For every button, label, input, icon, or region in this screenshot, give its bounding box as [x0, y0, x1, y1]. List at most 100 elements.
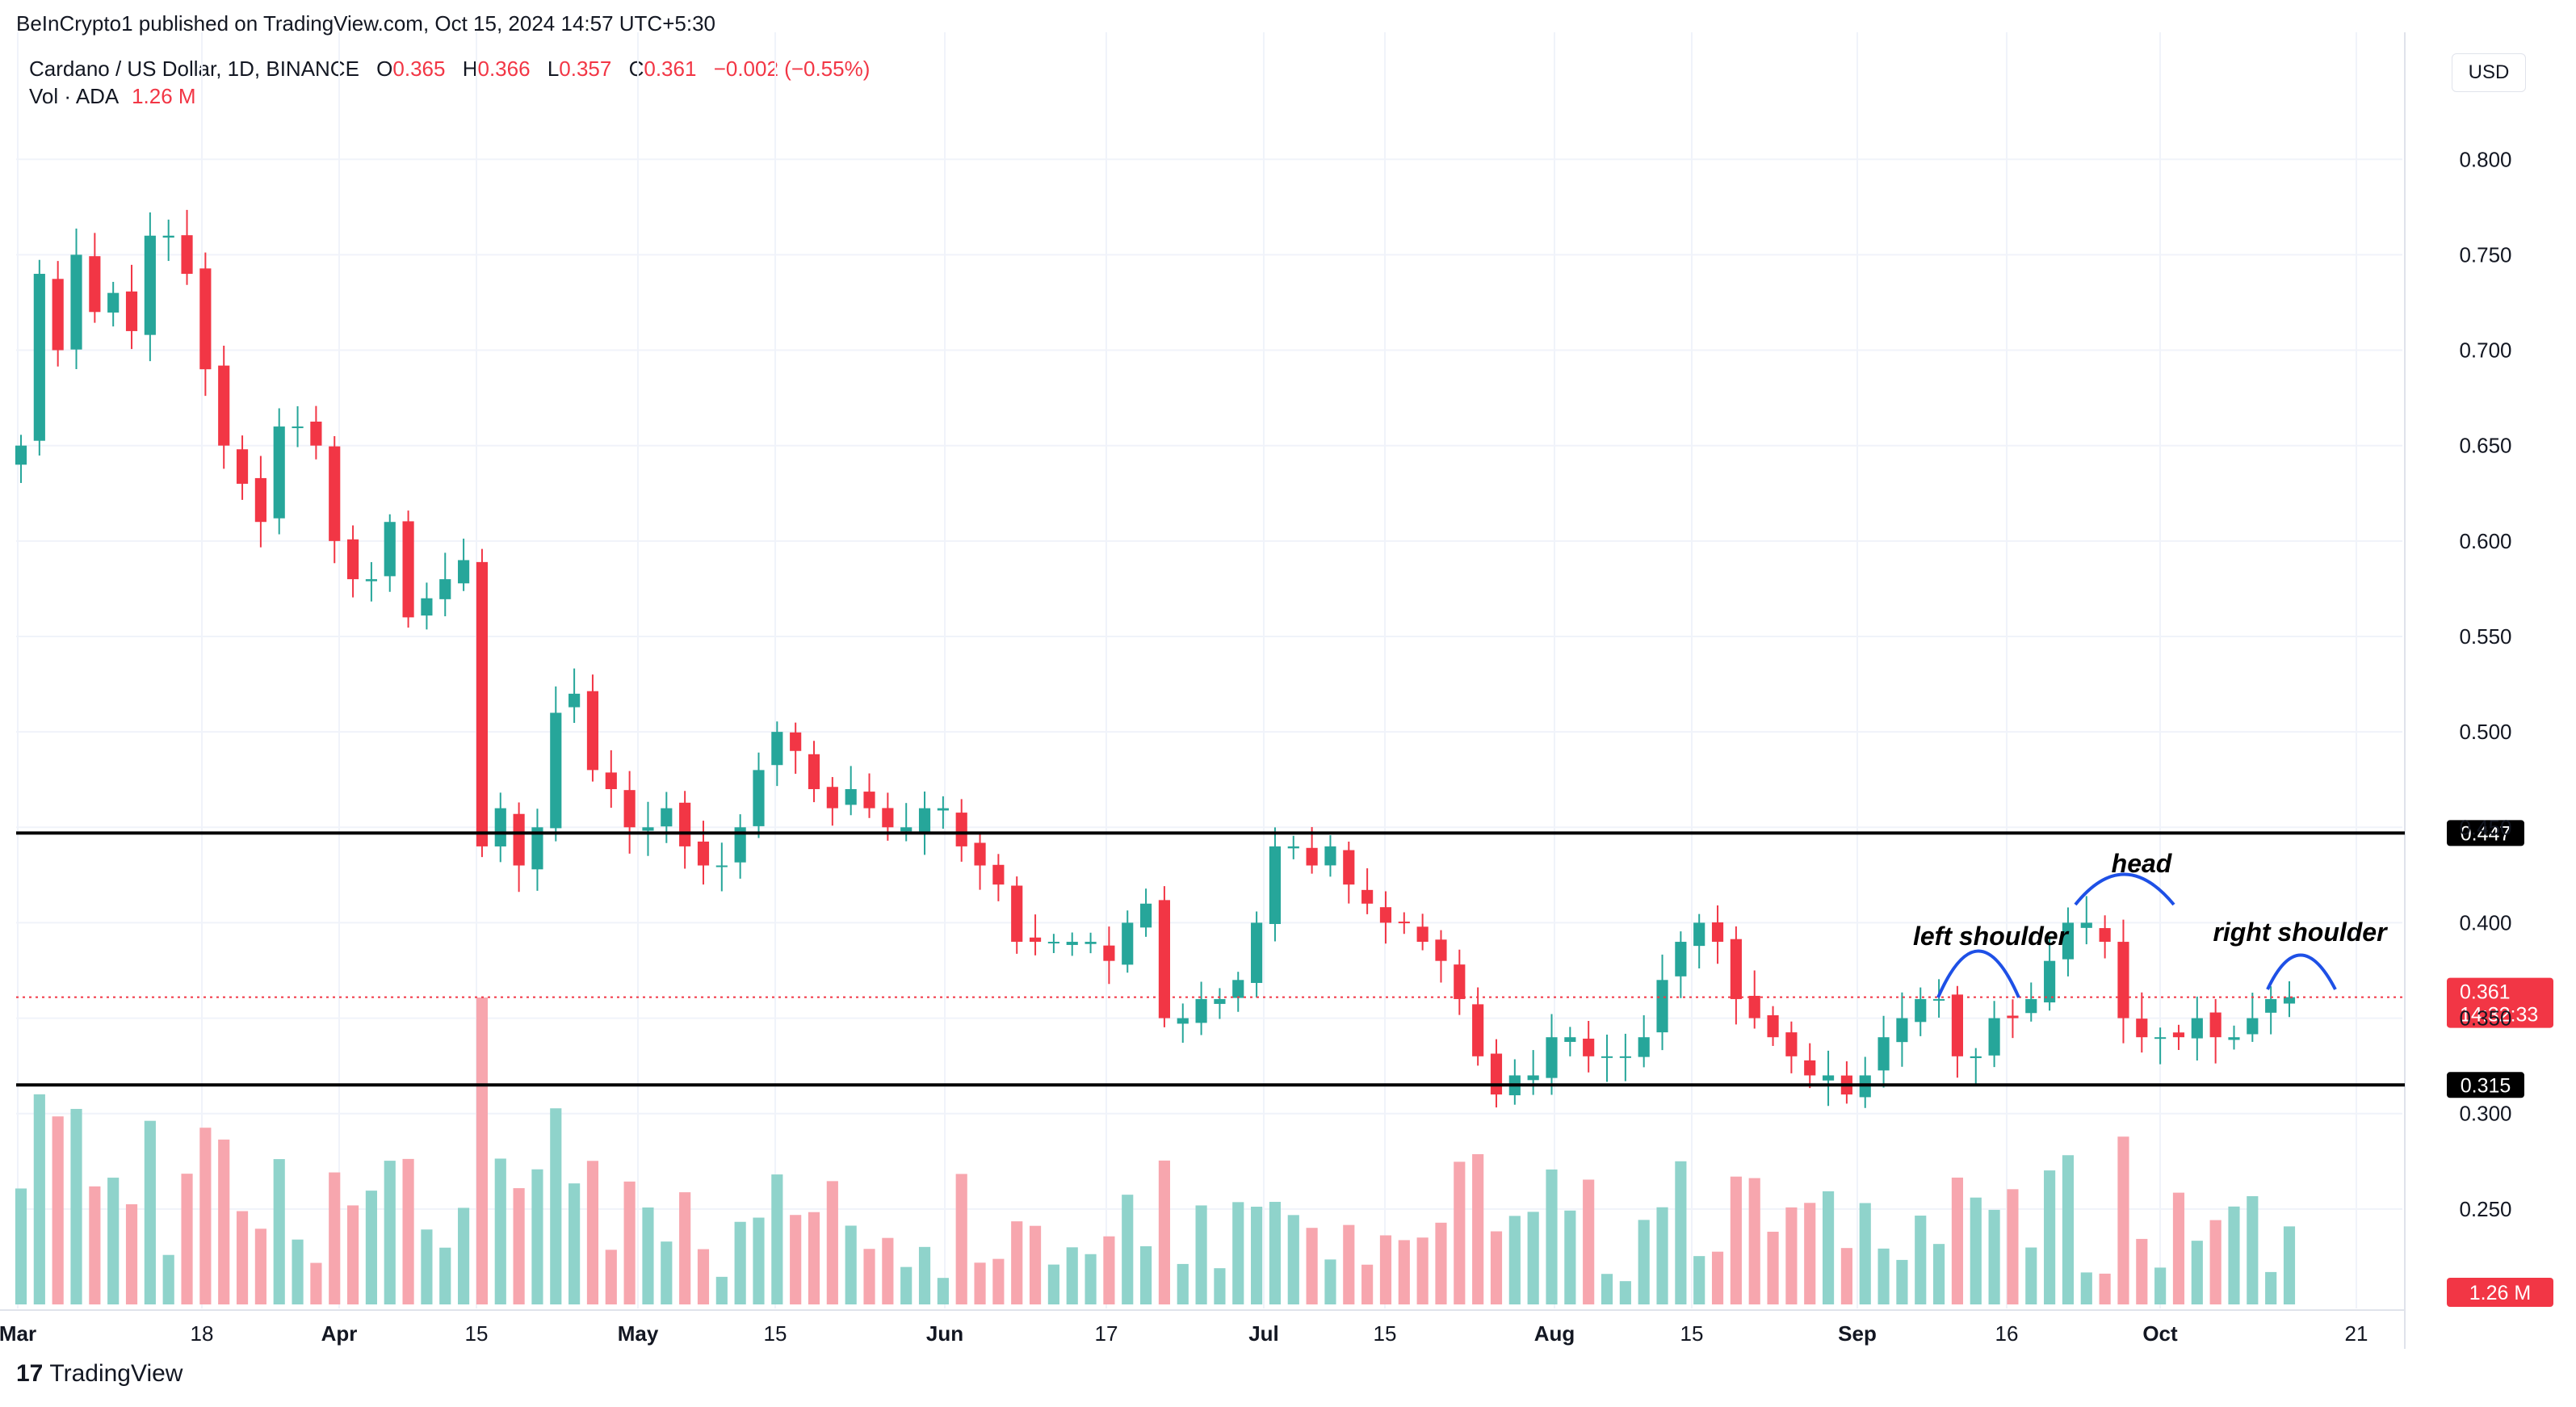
candle-body — [476, 561, 489, 846]
volume-bar — [199, 1128, 212, 1304]
price-tick-label: 0.350 — [2459, 1006, 2511, 1031]
volume-bar — [384, 1161, 396, 1304]
pattern-label: left shoulder — [1913, 922, 2070, 951]
candle-body — [1730, 939, 1742, 999]
volume-bar — [1804, 1203, 1816, 1304]
candle-body — [421, 598, 433, 616]
time-tick-label: Jun — [926, 1321, 963, 1346]
candle-body — [1490, 1053, 1503, 1095]
candle-body — [605, 772, 617, 790]
volume-bar — [1269, 1202, 1282, 1304]
candle-body — [2117, 942, 2129, 1018]
volume-bar — [1564, 1210, 1576, 1304]
candle-body — [734, 827, 746, 863]
volume-bar — [494, 1158, 506, 1304]
candle-body — [1232, 980, 1244, 998]
candle-body — [1583, 1038, 1595, 1056]
volume-bar — [2172, 1192, 2185, 1304]
candle-body — [365, 579, 377, 582]
volume-bar — [1951, 1177, 1964, 1304]
candle-body — [199, 268, 212, 370]
price-tick-label: 0.800 — [2459, 147, 2511, 171]
volume-value: 1.26 M — [132, 84, 196, 108]
volume-bar — [1840, 1248, 1852, 1304]
volume-bar — [236, 1211, 249, 1304]
volume-bar — [697, 1249, 710, 1304]
level-price-label: 0.447 — [2461, 822, 2511, 845]
close-value: 0.361 — [644, 57, 697, 81]
pattern-label: head — [2112, 849, 2173, 878]
time-tick-label: 16 — [1995, 1321, 2019, 1346]
volume-value-label: 1.26 M — [2469, 1282, 2531, 1304]
price-tick-label: 0.500 — [2459, 720, 2511, 744]
volume-bar — [1896, 1259, 1908, 1304]
volume-bar — [70, 1108, 82, 1304]
candle-body — [2136, 1018, 2148, 1038]
currency-button[interactable]: USD — [2452, 53, 2526, 92]
chart-grid — [0, 32, 2406, 1349]
time-tick-label: 15 — [465, 1321, 489, 1346]
time-tick-label: Jul — [1248, 1321, 1279, 1346]
candle-body — [33, 274, 45, 441]
candle-body — [1435, 939, 1447, 961]
volume-bar — [568, 1183, 581, 1304]
volume-bar — [1287, 1215, 1299, 1304]
volume-bar — [1656, 1207, 1668, 1304]
candle-body — [70, 254, 82, 350]
candle-body — [1416, 926, 1429, 943]
volume-bar — [531, 1169, 543, 1304]
volume-label: Vol · ADA — [29, 84, 118, 108]
price-tick-label: 0.450 — [2459, 815, 2511, 839]
candle-body — [2025, 998, 2037, 1014]
candle-body — [1675, 942, 1687, 976]
volume-bar — [1583, 1179, 1595, 1304]
candle-body — [790, 732, 802, 751]
candle-body — [15, 445, 27, 465]
candle-body — [1711, 922, 1724, 943]
candle-body — [2228, 1037, 2240, 1040]
candle-body — [1085, 942, 1097, 944]
volume-bar — [2025, 1247, 2037, 1304]
candle-body — [1951, 994, 1964, 1056]
volume-bar — [1675, 1161, 1687, 1304]
volume-bar — [2154, 1267, 2167, 1304]
time-tick-label: 15 — [1374, 1321, 1397, 1346]
candle-body — [1066, 942, 1078, 945]
candle-body — [1287, 846, 1299, 849]
candle-body — [89, 256, 101, 313]
volume-bar — [1454, 1161, 1466, 1304]
current-price-value: 0.361 — [2460, 981, 2511, 1004]
time-tick-label: 17 — [1095, 1321, 1118, 1346]
price-axis: 0.800 0.750 0.700 0.650 0.600 0.550 0.500 0.450… — [2459, 147, 2511, 1221]
candle-body — [1527, 1075, 1539, 1081]
candle-body — [2044, 960, 2056, 1003]
price-tick-label: 0.600 — [2459, 529, 2511, 553]
candle-body — [531, 827, 543, 870]
candle-body — [882, 808, 894, 828]
volume-bar — [1140, 1245, 1152, 1304]
low-value: 0.357 — [559, 57, 612, 81]
candle-body — [144, 235, 156, 335]
volume-bar — [1472, 1153, 1484, 1304]
candle-body — [1454, 964, 1466, 999]
candle-body — [1896, 1018, 1908, 1043]
candle-body — [1379, 907, 1392, 923]
candle-body — [1619, 1056, 1631, 1058]
volume-bar — [513, 1188, 525, 1304]
pattern-arc — [1936, 949, 2020, 998]
volume-bar — [1748, 1178, 1760, 1304]
time-tick-label: Apr — [321, 1321, 358, 1346]
price-tick-label: 0.750 — [2459, 242, 2511, 267]
volume-bar — [2191, 1241, 2203, 1304]
volume-bars — [15, 998, 2296, 1304]
volume-bar — [181, 1174, 193, 1304]
tradingview-footer: 17 TradingView — [16, 1360, 183, 1388]
open-value: 0.365 — [392, 57, 446, 81]
candle-body — [2191, 1018, 2203, 1039]
candle-body — [2265, 998, 2277, 1013]
candle-body — [1269, 846, 1282, 925]
candle-body — [1029, 937, 1042, 943]
volume-bar — [1435, 1222, 1447, 1304]
open-label: O — [376, 57, 393, 81]
